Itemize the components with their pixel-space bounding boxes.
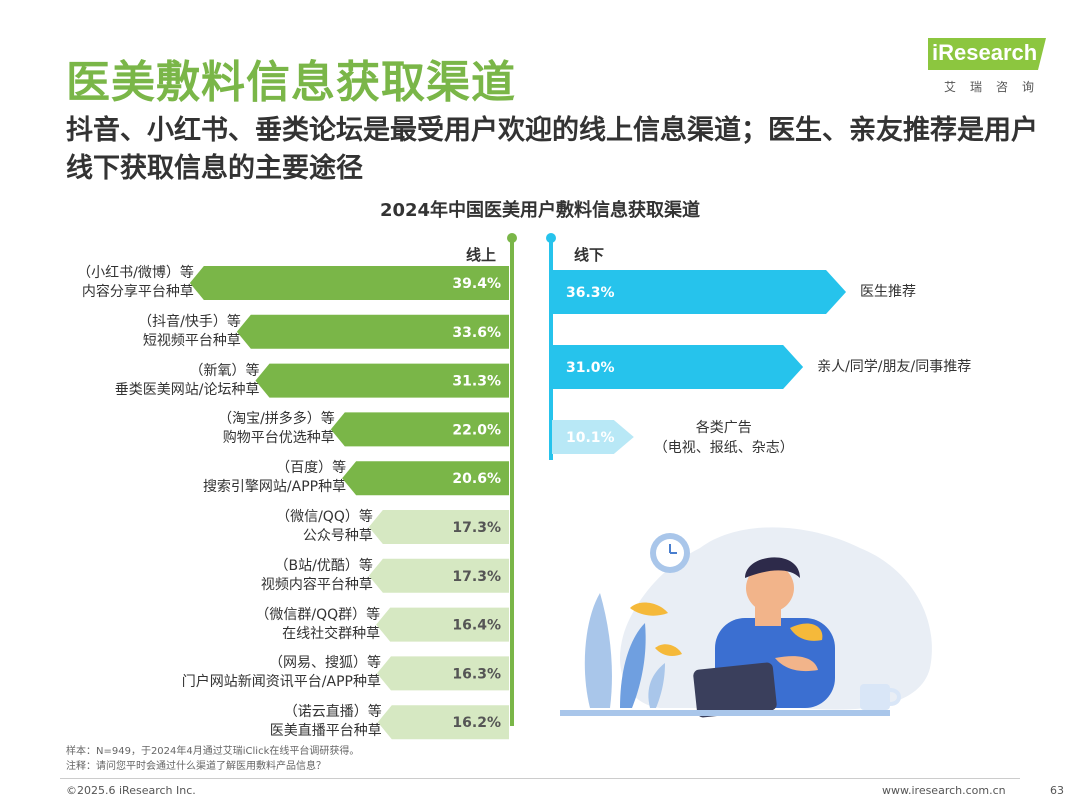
offline-axis-line (549, 240, 553, 460)
online-bar-value: 17.3% (452, 520, 501, 536)
logo-badge-icon (928, 38, 1046, 70)
online-category-label: （百度）等 搜索引擎网站/APP种草 (202, 460, 347, 496)
footer-site: www.iresearch.com.cn (882, 784, 1006, 797)
page-subtitle: 抖音、小红书、垂类论坛是最受用户欢迎的线上信息渠道；医生、亲友推荐是用户线下获取… (66, 115, 1038, 184)
online-category-label: （新氧）等 垂类医美网站/论坛种草 (114, 362, 260, 398)
online-category-label: （抖音/快手）等 短视频平台种草 (138, 313, 241, 349)
online-category-label: （小红书/微博）等 内容分享平台种草 (77, 265, 194, 300)
online-bar-value: 22.0% (452, 422, 501, 438)
online-category-label: （网易、搜狐）等 门户网站新闻资讯平台/APP种草 (181, 655, 381, 691)
question-note: 注释：请问您平时会通过什么渠道了解医用敷料产品信息？ (66, 761, 326, 772)
online-bar-value: 16.3% (452, 666, 501, 682)
footer-copyright: ©2025.6 iResearch Inc. (66, 784, 196, 797)
chart-title: 2024年中国医美用户敷料信息获取渠道 (379, 200, 701, 221)
logo-subtext: 艾瑞咨询 (944, 80, 1049, 94)
page-title: 医美敷料信息获取渠道 (66, 57, 516, 108)
online-category-label: （微信/QQ）等 公众号种草 (276, 509, 373, 544)
online-bar-value: 33.6% (452, 325, 501, 341)
offline-bar (552, 270, 847, 314)
sample-note: 样本：N=949，于2024年4月通过艾瑞iClick在线平台调研获得。 (66, 746, 360, 757)
online-category-label: （微信群/QQ群）等 在线社交群种草 (255, 606, 381, 642)
online-bar (377, 705, 509, 740)
logo-text: iResearch (932, 40, 1038, 65)
offline-bar-value: 10.1% (566, 430, 615, 446)
footer-divider (60, 778, 1020, 779)
online-category-label: （诺云直播）等 医美直播平台种草 (269, 704, 382, 740)
online-bar-value: 16.2% (452, 715, 501, 731)
online-bar (189, 266, 510, 300)
offline-axis-dot (546, 233, 556, 243)
offline-bar-value: 36.3% (566, 285, 615, 301)
online-bar (236, 314, 509, 349)
person-with-tablet-illustration (560, 527, 932, 718)
online-bar-value: 39.4% (452, 276, 501, 292)
online-bar-value: 16.4% (452, 618, 501, 634)
online-bar (376, 656, 509, 691)
offline-bar-value: 31.0% (566, 360, 615, 376)
online-bar-value: 20.6% (452, 471, 501, 487)
online-bar-value: 31.3% (452, 374, 501, 390)
offline-group-label: 线下 (574, 246, 605, 264)
offline-category-label: 医生推荐 (860, 284, 917, 300)
offline-category-label: 亲人/同学/朋友/同事推荐 (817, 359, 972, 375)
offline-bar (552, 420, 634, 454)
online-axis-dot (507, 233, 517, 243)
offline-bar (552, 345, 804, 389)
online-bar (342, 461, 509, 496)
online-bar (368, 558, 509, 593)
offline-category-label: 各类广告 （电视、报纸、杂志） (653, 420, 794, 456)
online-group-label: 线上 (466, 246, 497, 264)
online-bar (330, 412, 509, 447)
page-number: 63 (1050, 784, 1064, 797)
online-axis-line (510, 240, 514, 726)
online-bar-value: 17.3% (452, 569, 501, 585)
online-bar (255, 363, 509, 398)
online-bar (376, 607, 509, 642)
online-bar (368, 510, 509, 544)
online-category-label: （淘宝/拼多多）等 购物平台优选种草 (218, 411, 335, 447)
online-category-label: （B站/优酷）等 视频内容平台种草 (260, 557, 373, 593)
iresearch-logo: iResearch 艾瑞咨询 (928, 36, 1048, 96)
